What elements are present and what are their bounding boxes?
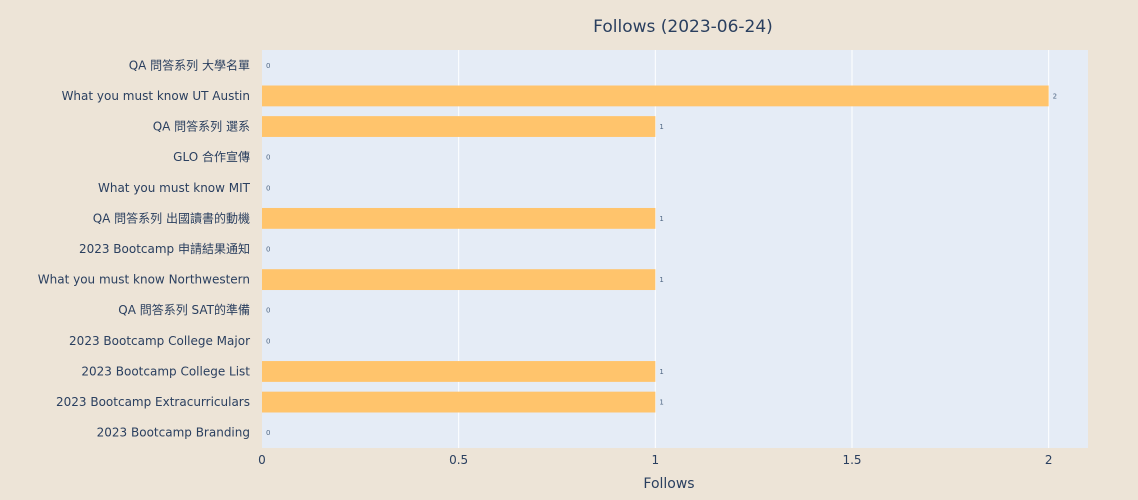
bar (262, 116, 656, 137)
y-category-label: QA 問答系列 出國讀書的動機 (93, 210, 250, 225)
bar-value-label: 0 (266, 307, 270, 315)
y-category-label: What you must know MIT (98, 181, 251, 195)
x-tick-label: 2 (1045, 453, 1053, 467)
bar-value-label: 0 (266, 337, 270, 345)
bar-value-label: 2 (1053, 92, 1057, 100)
bar-value-label: 0 (266, 184, 270, 192)
bar-value-label: 1 (659, 215, 663, 223)
y-category-label: 2023 Bootcamp College Major (69, 334, 250, 348)
x-tick-label: 1.5 (842, 453, 861, 467)
bar-value-label: 1 (659, 368, 663, 376)
bar (262, 85, 1049, 107)
bar-value-label: 0 (266, 246, 270, 254)
x-tick-label: 1 (652, 453, 660, 467)
y-category-label: QA 問答系列 大學名單 (129, 57, 250, 72)
y-category-label: QA 問答系列 SAT的準備 (118, 302, 250, 317)
y-category-label: 2023 Bootcamp 申請結果通知 (79, 242, 250, 256)
bar-value-label: 0 (266, 154, 270, 162)
x-tick-label: 0.5 (449, 453, 468, 467)
chart-title: Follows (2023-06-24) (593, 17, 773, 37)
bar (262, 391, 656, 413)
x-tick-label: 0 (258, 453, 266, 467)
y-category-label: 2023 Bootcamp Branding (97, 426, 250, 440)
bar-value-label: 0 (266, 62, 270, 70)
bar (262, 361, 656, 382)
bar-value-label: 1 (659, 123, 663, 131)
y-category-label: What you must know Northwestern (38, 273, 250, 287)
y-category-label: What you must know UT Austin (62, 89, 250, 103)
plot-area (262, 50, 1088, 448)
bar-value-label: 1 (659, 276, 663, 284)
bar (262, 269, 656, 291)
y-category-label: GLO 合作宣傳 (173, 149, 250, 164)
y-category-label: 2023 Bootcamp Extracurriculars (56, 395, 250, 409)
bar (262, 207, 656, 229)
bar-value-label: 1 (659, 399, 663, 407)
y-category-label: 2023 Bootcamp College List (81, 364, 250, 378)
x-axis-title: Follows (643, 476, 694, 492)
bar-value-label: 0 (266, 429, 270, 437)
y-category-label: QA 問答系列 選系 (153, 119, 250, 134)
